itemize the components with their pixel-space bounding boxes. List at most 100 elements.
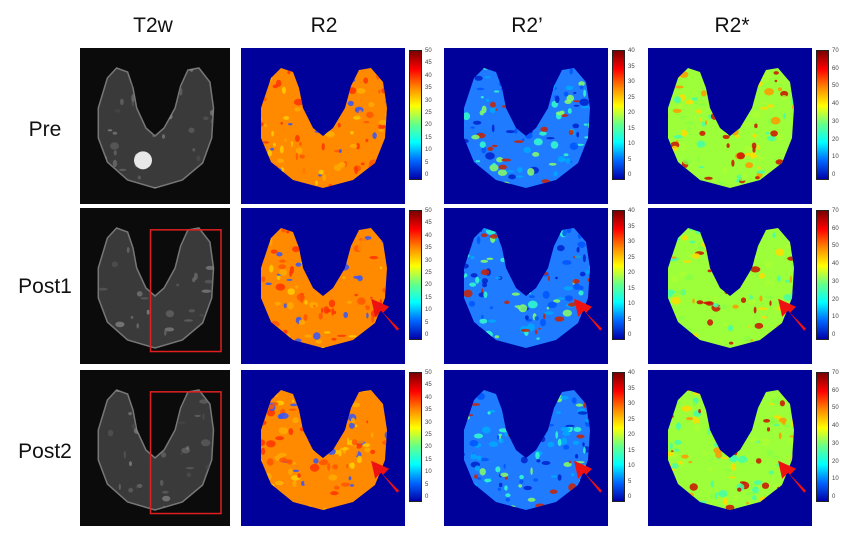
- colorbar-tick: 40: [425, 72, 432, 79]
- panel-r2-pre: [241, 48, 405, 204]
- red-arrow-icon: [371, 460, 400, 493]
- colorbar-tick: 45: [425, 220, 432, 227]
- colorbar-tick: 60: [832, 65, 839, 72]
- colorbar-tick: 25: [425, 270, 432, 276]
- colorbar-tick: 5: [425, 481, 429, 488]
- thigh-image: [668, 390, 807, 510]
- colorbar-tick: 50: [832, 83, 839, 90]
- colorbar-tick: 20: [425, 122, 432, 129]
- panel-r2-post2: [241, 370, 405, 526]
- panel-r2star-post1: [648, 208, 812, 364]
- colorbar-tick: 15: [425, 456, 432, 463]
- colorbar-tick: 15: [628, 125, 635, 132]
- colorbar-tick: 15: [425, 134, 432, 141]
- colorbar-tick: 25: [425, 432, 432, 438]
- colorbar-tick: 20: [425, 444, 432, 451]
- colorbar-tick: 0: [425, 172, 429, 178]
- colorbar-tick: 10: [832, 314, 839, 321]
- colorbar-tick: 20: [832, 296, 839, 303]
- panel-r2prime-post1: [444, 208, 608, 364]
- thigh-image: [668, 68, 794, 188]
- colorbar-tick: 5: [628, 316, 632, 323]
- colorbar-tick: 50: [425, 208, 432, 214]
- colorbar-tick: 5: [628, 156, 632, 163]
- colorbar-tick: 70: [832, 370, 839, 376]
- colorbar-tick: 5: [628, 478, 632, 485]
- colorbar-tick: 10: [425, 147, 432, 154]
- colorbar-tick: 50: [425, 370, 432, 376]
- colorbar-tick: 40: [628, 48, 635, 54]
- colorbar-tick: 20: [628, 110, 635, 116]
- col-title-t2w: T2w: [133, 14, 173, 37]
- panel-r2star-post2: [648, 370, 812, 526]
- colorbar-r2prime-post2: 40 35 30 25 20 15 10 5 0: [612, 370, 635, 502]
- colorbar-tick: 10: [832, 476, 839, 483]
- colorbar-tick: 40: [628, 370, 635, 376]
- panel-t2w-pre: [80, 48, 230, 204]
- colorbar-tick: 60: [832, 225, 839, 232]
- colorbar-tick: 0: [425, 332, 429, 338]
- colorbar-r2-post2: 50 45 40 35 30 25 20 15 10 5 0: [409, 370, 432, 502]
- row-label-pre: Pre: [28, 118, 62, 141]
- colorbar-tick: 35: [425, 85, 432, 92]
- colorbar-r2star-pre: 70 60 50 40 30 20 10 0: [816, 48, 839, 180]
- panel-r2star-pre: [648, 48, 812, 204]
- colorbar-tick: 30: [628, 79, 635, 85]
- thigh-image: [261, 68, 387, 188]
- colorbar-tick: 70: [832, 48, 839, 54]
- colorbar-tick: 25: [628, 94, 635, 101]
- colorbar-tick: 10: [628, 463, 635, 469]
- col-title-r2star: R2*: [714, 14, 750, 37]
- colorbar-r2star-post1: 70 60 50 40 30 20 10 0: [816, 208, 839, 340]
- thigh-image: [97, 389, 222, 515]
- colorbar-tick: 30: [832, 278, 839, 285]
- colorbar-tick: 0: [832, 494, 836, 500]
- thigh-image: [97, 227, 222, 353]
- red-arrow-icon: [778, 460, 807, 493]
- thigh-image: [97, 67, 215, 189]
- colorbar-tick: 35: [628, 385, 635, 392]
- colorbar-tick: 25: [425, 110, 432, 116]
- colorbar-tick: 0: [832, 332, 836, 338]
- thigh-image: [261, 228, 400, 348]
- colorbar-tick: 10: [628, 141, 635, 147]
- colorbar-tick: 15: [628, 285, 635, 292]
- colorbar-tick: 30: [425, 257, 432, 264]
- colorbar-tick: 70: [832, 208, 839, 214]
- colorbar-tick: 30: [628, 401, 635, 407]
- colorbar-r2prime-post1: 40 35 30 25 20 15 10 5 0: [612, 208, 635, 340]
- colorbar-tick: 35: [425, 407, 432, 414]
- panel-r2prime-post2: [444, 370, 608, 526]
- colorbar-tick: 40: [425, 394, 432, 401]
- colorbar-tick: 50: [832, 243, 839, 250]
- row-label-post2: Post2: [18, 440, 72, 463]
- colorbar-tick: 45: [425, 382, 432, 389]
- colorbar-tick: 0: [628, 172, 632, 178]
- red-arrow-icon: [574, 298, 603, 331]
- colorbar-r2prime-pre: 40 35 30 25 20 15 10 5 0: [612, 48, 635, 180]
- colorbar-tick: 20: [832, 458, 839, 465]
- colorbar-tick: 5: [425, 159, 429, 166]
- colorbar-tick: 30: [628, 239, 635, 245]
- colorbar-tick: 15: [628, 447, 635, 454]
- thigh-image: [261, 390, 400, 510]
- colorbar-tick: 40: [832, 261, 839, 268]
- colorbar-tick: 0: [628, 494, 632, 500]
- panel-r2prime-pre: [444, 48, 608, 204]
- colorbar-tick: 45: [425, 60, 432, 67]
- colorbar-tick: 40: [832, 423, 839, 430]
- colorbar-tick: 35: [425, 245, 432, 252]
- panel-t2w-post1: [80, 208, 230, 364]
- colorbar-tick: 10: [425, 469, 432, 476]
- colorbar-tick: 20: [628, 432, 635, 438]
- colorbar-tick: 0: [628, 332, 632, 338]
- colorbar-tick: 20: [425, 282, 432, 289]
- colorbar-tick: 10: [832, 154, 839, 161]
- colorbar-tick: 50: [832, 405, 839, 412]
- red-arrow-icon: [371, 298, 400, 331]
- colorbar-tick: 35: [628, 63, 635, 70]
- colorbar-tick: 10: [425, 307, 432, 314]
- colorbar-tick: 30: [832, 440, 839, 447]
- colorbar-tick: 60: [832, 387, 839, 394]
- colorbar-tick: 5: [425, 319, 429, 326]
